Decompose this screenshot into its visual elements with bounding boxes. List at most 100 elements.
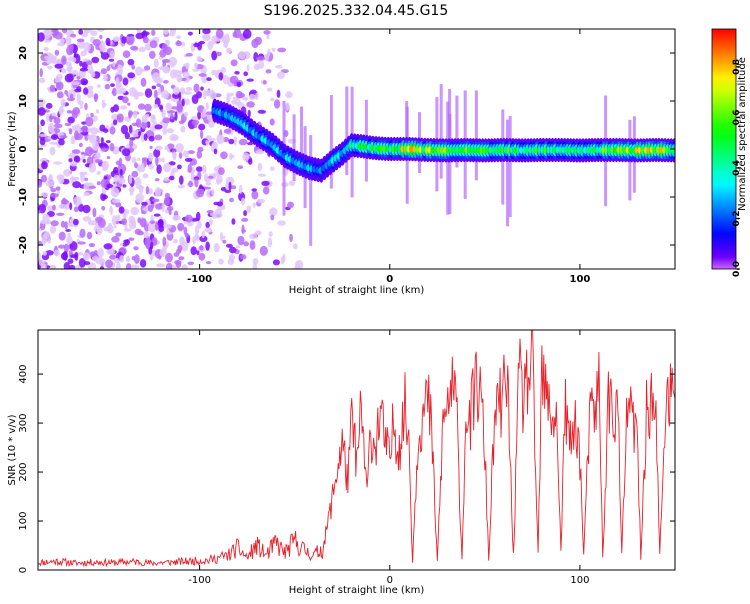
- noise-speck: [292, 243, 298, 250]
- noise-speck: [119, 242, 124, 247]
- noise-speck: [257, 109, 266, 114]
- noise-speck: [202, 29, 211, 35]
- noise-speck: [277, 220, 286, 226]
- noise-speck: [83, 42, 91, 52]
- noise-speck: [58, 175, 65, 185]
- noise-speck: [202, 33, 211, 42]
- noise-speck: [170, 113, 174, 120]
- noise-speck: [63, 169, 71, 177]
- noise-speck: [54, 49, 60, 56]
- noise-speck: [83, 261, 91, 266]
- noise-speck: [220, 67, 226, 73]
- spectrogram-body: [38, 29, 675, 269]
- noise-speck: [178, 152, 183, 159]
- noise-speck: [153, 58, 159, 68]
- noise-speck: [120, 124, 129, 135]
- noise-speck: [66, 45, 74, 56]
- noise-speck: [211, 69, 217, 76]
- noise-speck: [177, 244, 183, 252]
- noise-speck: [154, 187, 162, 197]
- noise-speck: [50, 220, 59, 227]
- noise-speck: [60, 135, 68, 139]
- noise-speck: [255, 149, 265, 155]
- noise-speck: [49, 146, 56, 156]
- noise-speck: [92, 141, 99, 151]
- noise-speck: [222, 74, 229, 85]
- noise-speck: [150, 114, 156, 123]
- noise-speck: [135, 118, 142, 128]
- spectral-streak: [508, 116, 512, 218]
- noise-speck: [187, 261, 195, 266]
- noise-speck: [130, 206, 139, 216]
- noise-speck: [139, 218, 147, 228]
- noise-speck: [106, 156, 111, 160]
- noise-speck: [202, 164, 207, 174]
- noise-speck: [213, 148, 218, 155]
- noise-speck: [46, 211, 55, 217]
- noise-speck: [216, 134, 225, 145]
- spectral-streak: [448, 114, 452, 215]
- noise-speck: [128, 237, 135, 241]
- spectral-streak: [506, 119, 509, 227]
- noise-speck: [181, 41, 186, 47]
- noise-speck: [177, 222, 185, 231]
- noise-speck: [268, 207, 278, 217]
- noise-speck: [128, 186, 135, 193]
- noise-speck: [164, 39, 170, 46]
- noise-speck: [112, 198, 121, 204]
- noise-speck: [162, 236, 167, 247]
- x-tick-label: 0: [386, 274, 393, 285]
- noise-speck: [122, 96, 129, 104]
- noise-speck: [99, 124, 106, 132]
- noise-speck: [131, 256, 136, 261]
- noise-speck: [142, 173, 149, 179]
- noise-speck: [215, 29, 224, 39]
- noise-speck: [64, 122, 72, 127]
- noise-speck: [223, 128, 232, 134]
- noise-speck: [71, 57, 77, 63]
- noise-speck: [148, 188, 153, 195]
- noise-speck: [238, 138, 248, 146]
- noise-speck: [58, 231, 66, 241]
- noise-speck: [128, 124, 133, 134]
- spectral-streak: [309, 135, 313, 246]
- noise-speck: [198, 252, 206, 261]
- noise-speck: [67, 232, 71, 237]
- noise-speck: [115, 77, 120, 86]
- noise-speck: [86, 231, 93, 240]
- noise-speck: [166, 128, 174, 134]
- noise-speck: [251, 188, 257, 192]
- noise-speck: [218, 167, 225, 176]
- noise-speck: [85, 116, 94, 127]
- noise-speck: [124, 223, 128, 230]
- noise-speck: [75, 133, 83, 141]
- noise-speck: [187, 150, 195, 155]
- noise-speck: [198, 73, 207, 77]
- noise-speck: [58, 203, 67, 209]
- noise-speck: [120, 105, 128, 110]
- noise-speck: [87, 220, 97, 226]
- y-tick-label: 10: [18, 94, 29, 108]
- noise-speck: [226, 94, 231, 104]
- noise-speck: [59, 38, 65, 43]
- colorbar-tick-label: 0.0: [732, 261, 742, 277]
- noise-speck: [78, 258, 86, 268]
- noise-speck: [70, 135, 76, 145]
- noise-speck: [138, 184, 144, 195]
- noise-speck: [185, 62, 190, 70]
- noise-speck: [101, 206, 106, 211]
- noise-speck: [121, 36, 127, 44]
- x-tick-label: -100: [187, 274, 212, 285]
- noise-speck: [141, 201, 148, 206]
- plot-background: [38, 330, 675, 570]
- noise-speck: [205, 111, 214, 115]
- noise-speck: [48, 174, 53, 181]
- noise-speck: [147, 204, 154, 212]
- noise-speck: [207, 40, 214, 50]
- noise-speck: [218, 258, 224, 265]
- noise-speck: [38, 98, 46, 106]
- noise-speck: [77, 252, 84, 256]
- noise-speck: [128, 220, 137, 230]
- noise-speck: [102, 161, 107, 169]
- noise-speck: [128, 174, 133, 184]
